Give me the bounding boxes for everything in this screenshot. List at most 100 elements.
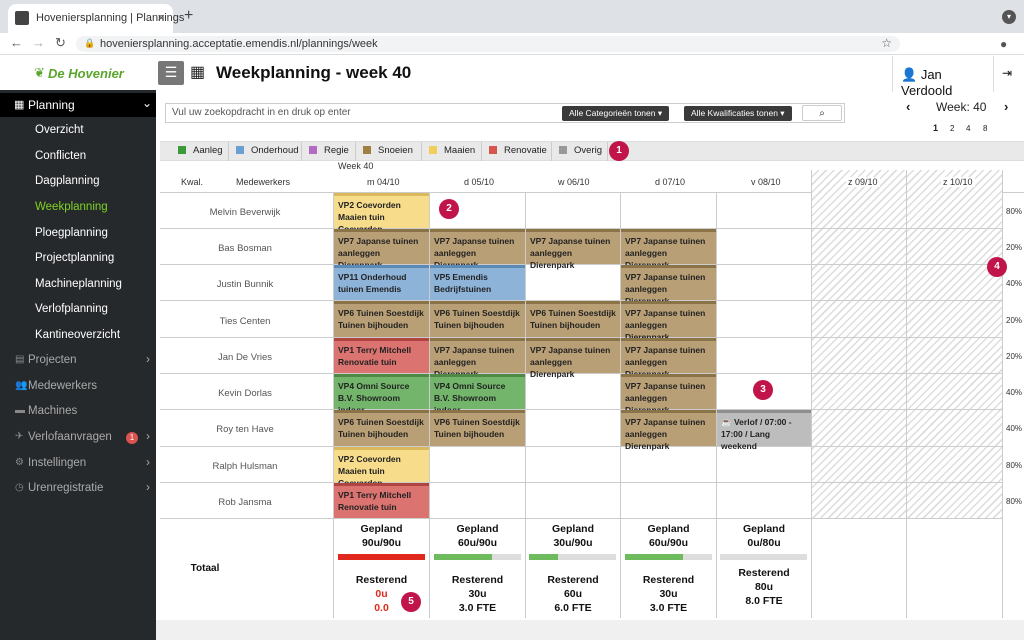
- sidebar-subitem-conflicten[interactable]: Conflicten: [35, 150, 87, 162]
- week-span-8[interactable]: 8: [983, 124, 988, 133]
- qualifications-dropdown[interactable]: Alle Kwalificaties tonen ▾: [684, 106, 792, 121]
- legend-onderhoud[interactable]: Onderhoud: [236, 145, 299, 156]
- reload-icon[interactable]: ↻: [55, 35, 66, 50]
- planning-task[interactable]: VP5 Emendis Bedrijfstuinen: [430, 265, 525, 300]
- legend-regie[interactable]: Regie: [309, 145, 349, 156]
- planning-task[interactable]: VP4 Omni Source B.V. Showroom indoor: [334, 374, 429, 415]
- planning-task[interactable]: VP7 Japanse tuinen aanleggen Dierenpark: [334, 229, 429, 270]
- employee-name[interactable]: Ralph Hulsman: [212, 461, 278, 472]
- planning-task[interactable]: VP6 Tuinen Soestdijk Tuinen bijhouden: [430, 410, 525, 446]
- sidebar-subitem-projectplanning[interactable]: Projectplanning: [35, 252, 115, 264]
- employee-name[interactable]: Melvin Beverwijk: [209, 207, 281, 218]
- planning-task[interactable]: VP7 Japanse tuinen aanleggen Dierenpark: [526, 338, 620, 379]
- legend-maaien[interactable]: Maaien: [429, 145, 475, 156]
- planning-task[interactable]: VP7 Japanse tuinen aanleggen Dierenpark: [621, 410, 716, 451]
- url-field[interactable]: 🔒 hoveniersplanning.acceptatie.emendis.n…: [76, 36, 900, 52]
- sidebar-item-planning[interactable]: ▦ Planning ⌄: [0, 93, 156, 117]
- categories-dropdown[interactable]: Alle Categorieën tonen ▾: [562, 106, 670, 121]
- next-week-icon[interactable]: ›: [1004, 99, 1009, 114]
- logo[interactable]: ❦ De Hovenier: [0, 56, 156, 90]
- totals-gepland-value: 0u/80u: [747, 537, 781, 549]
- week-span-2[interactable]: 2: [950, 124, 955, 133]
- legend-aanleg[interactable]: Aanleg: [178, 145, 223, 156]
- totals-resterend-label: Resterend: [451, 574, 504, 586]
- day-header: w 06/10: [558, 177, 590, 187]
- grid-header: [160, 161, 1024, 193]
- sidebar-subitem-machineplanning[interactable]: Machineplanning: [35, 278, 122, 290]
- planning-task[interactable]: VP2 Coevorden Maaien tuin Coevorden: [334, 447, 429, 488]
- planning-task[interactable]: VP7 Japanse tuinen aanleggen Dierenpark: [621, 265, 716, 306]
- sidebar-subitem-weekplanning[interactable]: Weekplanning: [35, 201, 108, 213]
- employee-name[interactable]: Roy ten Have: [216, 424, 274, 435]
- capacity-bar-fill: [338, 554, 425, 560]
- bookmark-star-icon[interactable]: ☆: [881, 36, 892, 50]
- search-input[interactable]: Vul uw zoekopdracht in en druk op enter: [172, 107, 351, 118]
- legend-divider: [355, 142, 356, 161]
- sidebar-item-medewerkers[interactable]: 👥 Medewerkers: [0, 375, 156, 399]
- sidebar-subitem-overzicht[interactable]: Overzicht: [35, 124, 84, 136]
- search-bar: Vul uw zoekopdracht in en druk op enter …: [165, 103, 845, 123]
- search-button[interactable]: ⌕: [802, 105, 842, 121]
- user-menu[interactable]: 👤 Jan Verdoold: [892, 56, 994, 98]
- sidebar-subitem-verlofplanning[interactable]: Verlofplanning: [35, 303, 108, 315]
- leave-task[interactable]: ☕ Verlof / 07:00 - 17:00 / Lang weekend: [717, 410, 811, 451]
- sidebar-subitem-kantineoverzicht[interactable]: Kantineoverzicht: [35, 329, 121, 341]
- planning-task[interactable]: VP7 Japanse tuinen aanleggen Dierenpark: [621, 338, 716, 379]
- planning-task[interactable]: VP6 Tuinen Soestdijk Tuinen bijhouden: [334, 410, 429, 446]
- employee-name[interactable]: Rob Jansma: [218, 497, 272, 508]
- planning-task[interactable]: VP7 Japanse tuinen aanleggen Dierenpark: [526, 229, 620, 270]
- qualifications-dropdown-label: Alle Kwalificaties tonen: [691, 108, 778, 118]
- prev-week-icon[interactable]: ‹: [906, 99, 911, 114]
- totals-resterend-fte: 3.0 FTE: [458, 602, 497, 614]
- sidebar: [0, 56, 156, 640]
- totals-resterend-fte: 8.0 FTE: [745, 595, 783, 607]
- employee-name[interactable]: Ties Centen: [219, 316, 271, 327]
- occupancy-pct: 80%: [1006, 207, 1023, 216]
- legend-label: Onderhoud: [251, 145, 299, 156]
- browser-tab[interactable]: Hoveniersplanning | Plannings ×: [8, 4, 184, 33]
- legend-snoeien[interactable]: Snoeien: [363, 145, 413, 156]
- planning-task[interactable]: VP4 Omni Source B.V. Showroom indoor: [430, 374, 525, 415]
- planning-task[interactable]: VP6 Tuinen Soestdijk Tuinen bijhouden: [430, 301, 525, 337]
- employee-name[interactable]: Kevin Dorlas: [218, 388, 272, 399]
- week-span-4[interactable]: 4: [966, 124, 971, 133]
- planning-task[interactable]: VP7 Japanse tuinen aanleggen Dierenpark: [621, 374, 716, 415]
- planning-task[interactable]: VP6 Tuinen Soestdijk Tuinen bijhouden: [334, 301, 429, 337]
- totals-resterend-label: Resterend: [547, 574, 599, 586]
- legend-swatch: [363, 146, 371, 154]
- sidebar-subitem-dagplanning[interactable]: Dagplanning: [35, 175, 100, 187]
- logout-icon[interactable]: ⇥: [1002, 66, 1013, 80]
- forward-icon[interactable]: →: [32, 35, 45, 50]
- legend-overig[interactable]: Overig: [559, 145, 602, 156]
- menu-toggle-button[interactable]: ☰: [158, 61, 184, 85]
- profile-icon[interactable]: ●: [1000, 37, 1008, 51]
- sidebar-item-projecten[interactable]: ▤ Projecten ›: [0, 349, 156, 373]
- employee-name[interactable]: Bas Bosman: [218, 243, 272, 254]
- week-navigation: ‹ Week: 40 ›: [906, 99, 1016, 119]
- planning-task[interactable]: VP11 Onderhoud tuinen Emendis: [334, 265, 429, 300]
- back-icon[interactable]: ←: [10, 35, 23, 50]
- planning-task[interactable]: VP7 Japanse tuinen aanleggen Dierenpark: [621, 229, 716, 270]
- new-tab-icon[interactable]: +: [184, 7, 194, 24]
- planning-task[interactable]: VP6 Tuinen Soestdijk Tuinen bijhouden: [526, 301, 620, 337]
- sidebar-subitem-ploegplanning[interactable]: Ploegplanning: [35, 227, 108, 239]
- close-tab-icon[interactable]: ×: [157, 10, 165, 25]
- planning-task[interactable]: VP1 Terry Mitchell Renovatie tuin: [334, 483, 429, 518]
- planning-task[interactable]: VP1 Terry Mitchell Renovatie tuin: [334, 338, 429, 373]
- planning-task[interactable]: VP7 Japanse tuinen aanleggen Dierenpark: [430, 338, 525, 379]
- planning-task[interactable]: VP2 Coevorden Maaien tuin Coevorden: [334, 193, 429, 234]
- week-span-1[interactable]: 1: [933, 123, 939, 133]
- planning-task[interactable]: VP7 Japanse tuinen aanleggen Dierenpark: [621, 301, 716, 342]
- url-text: hoveniersplanning.acceptatie.emendis.nl/…: [100, 38, 378, 50]
- sidebar-item-label: Verlofaanvragen: [28, 431, 112, 443]
- tab-search-icon[interactable]: ▾: [1002, 10, 1016, 24]
- sidebar-item-verlofaanvragen[interactable]: ✈ Verlofaanvragen 1 ›: [0, 426, 156, 450]
- legend-renovatie[interactable]: Renovatie: [489, 145, 547, 156]
- planning-task[interactable]: VP7 Japanse tuinen aanleggen Dierenpark: [430, 229, 525, 270]
- occupancy-pct: 40%: [1006, 279, 1023, 288]
- employee-name[interactable]: Jan De Vries: [217, 352, 273, 363]
- sidebar-item-urenregistratie[interactable]: ◷ Urenregistratie ›: [0, 477, 156, 501]
- sidebar-item-machines[interactable]: ▬ Machines: [0, 400, 156, 424]
- employee-name[interactable]: Justin Bunnik: [216, 279, 274, 290]
- sidebar-item-instellingen[interactable]: ⚙ Instellingen ›: [0, 452, 156, 476]
